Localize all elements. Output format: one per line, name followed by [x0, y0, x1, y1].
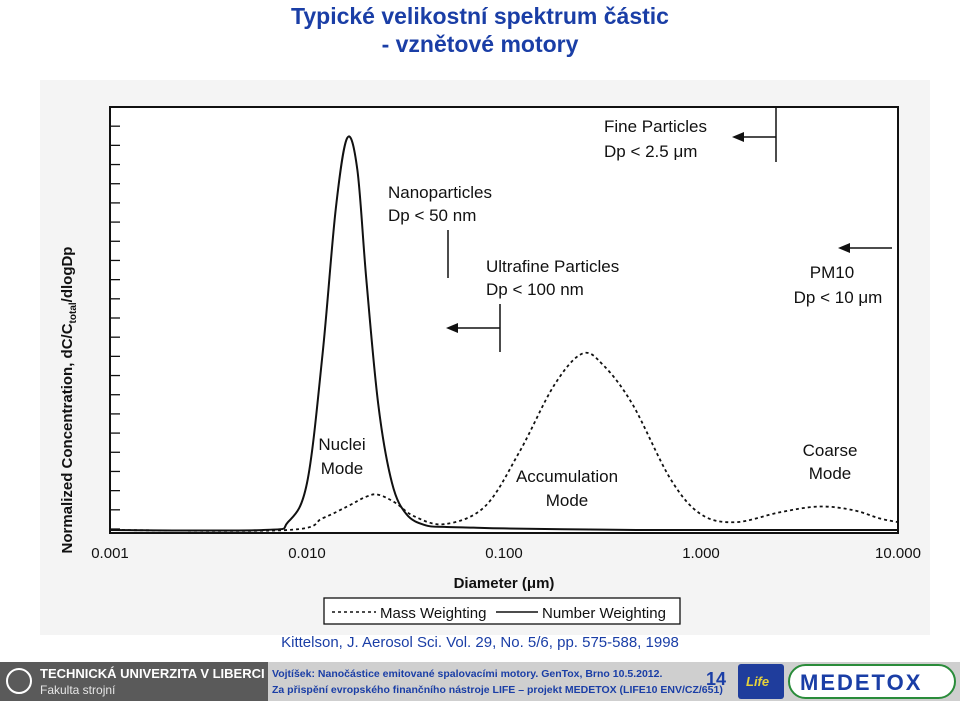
chart-legend: Mass Weighting Number Weighting	[323, 597, 681, 625]
legend-number-weighting: Number Weighting	[542, 605, 666, 622]
x-tick-label: 0.100	[485, 545, 523, 562]
series-mass-weighting	[109, 351, 899, 532]
svg-text:Fine Particles: Fine Particles	[604, 117, 707, 136]
x-tick-label: 0.001	[91, 545, 129, 562]
svg-text:PM10: PM10	[810, 263, 854, 282]
annotation-fine-particles: Fine Particles Dp < 2.5 μm	[604, 107, 777, 162]
citation: Kittelson, J. Aerosol Sci. Vol. 29, No. …	[281, 634, 679, 651]
annotation-pm10: PM10 Dp < 10 μm	[794, 243, 892, 307]
series-group	[109, 135, 899, 532]
university-name: TECHNICKÁ UNIVERZITA V LIBERCI	[40, 666, 265, 681]
slide-title: Typické velikostní spektrum částic	[291, 3, 669, 29]
annotation-ultrafine-particles: Ultrafine Particles Dp < 100 nm	[446, 257, 619, 352]
svg-text:Mode: Mode	[321, 459, 364, 478]
y-axis-label: Normalized Concentration, dC/Ctotal/dlog…	[59, 247, 79, 554]
page-number: 14	[706, 669, 727, 689]
svg-text:Nanoparticles: Nanoparticles	[388, 183, 492, 202]
svg-text:Dp < 100 nm: Dp < 100 nm	[486, 280, 584, 299]
annotation-nuclei-mode: Nuclei Mode	[318, 435, 365, 478]
legend-mass-weighting: Mass Weighting	[380, 605, 486, 622]
university-block: TECHNICKÁ UNIVERZITA V LIBERCI Fakulta s…	[0, 662, 268, 701]
x-ticks: 0.001 0.010 0.100 1.000 10.000	[91, 545, 921, 562]
svg-text:Ultrafine Particles: Ultrafine Particles	[486, 257, 619, 276]
university-logo-icon	[6, 668, 32, 694]
svg-text:Nuclei: Nuclei	[318, 435, 365, 454]
footer-line-1: Vojtíšek: Nanočástice emitované spalovac…	[272, 668, 663, 680]
series-number-weighting	[109, 135, 898, 532]
svg-text:Coarse: Coarse	[803, 441, 858, 460]
svg-text:Dp < 10 μm: Dp < 10 μm	[794, 288, 883, 307]
footer-line-2: Za přispění evropského finančního nástro…	[272, 684, 723, 696]
particle-size-chart: Normalized Concentration, dC/Ctotal/dlog…	[59, 106, 921, 625]
x-tick-label: 10.000	[875, 545, 921, 562]
svg-text:Mode: Mode	[809, 464, 852, 483]
footer-bar: TECHNICKÁ UNIVERZITA V LIBERCI Fakulta s…	[0, 662, 960, 701]
chart-figure: Normalized Concentration, dC/Ctotal/dlog…	[40, 80, 930, 635]
x-axis-label: Diameter (μm)	[454, 575, 555, 592]
svg-text:Dp < 2.5 μm: Dp < 2.5 μm	[604, 142, 697, 161]
annotation-accumulation-mode: Accumulation Mode	[516, 467, 618, 510]
x-tick-label: 0.010	[288, 545, 326, 562]
faculty-name: Fakulta strojní	[40, 683, 116, 697]
annotation-nanoparticles: Nanoparticles Dp < 50 nm	[388, 183, 492, 278]
plot-frame	[109, 106, 899, 534]
svg-text:Mode: Mode	[546, 491, 589, 510]
svg-text:Dp < 50 nm: Dp < 50 nm	[388, 206, 476, 225]
footer-text: Vojtíšek: Nanočástice emitované spalovac…	[272, 666, 723, 698]
annotation-coarse-mode: Coarse Mode	[803, 441, 858, 483]
x-tick-label: 1.000	[682, 545, 720, 562]
svg-text:Accumulation: Accumulation	[516, 467, 618, 486]
y-ticks	[110, 106, 120, 530]
slide-subtitle: - vznětové motory	[381, 31, 579, 57]
medetox-logo-icon: MEDETOX	[788, 664, 956, 699]
life-logo-icon: Life	[738, 664, 784, 699]
